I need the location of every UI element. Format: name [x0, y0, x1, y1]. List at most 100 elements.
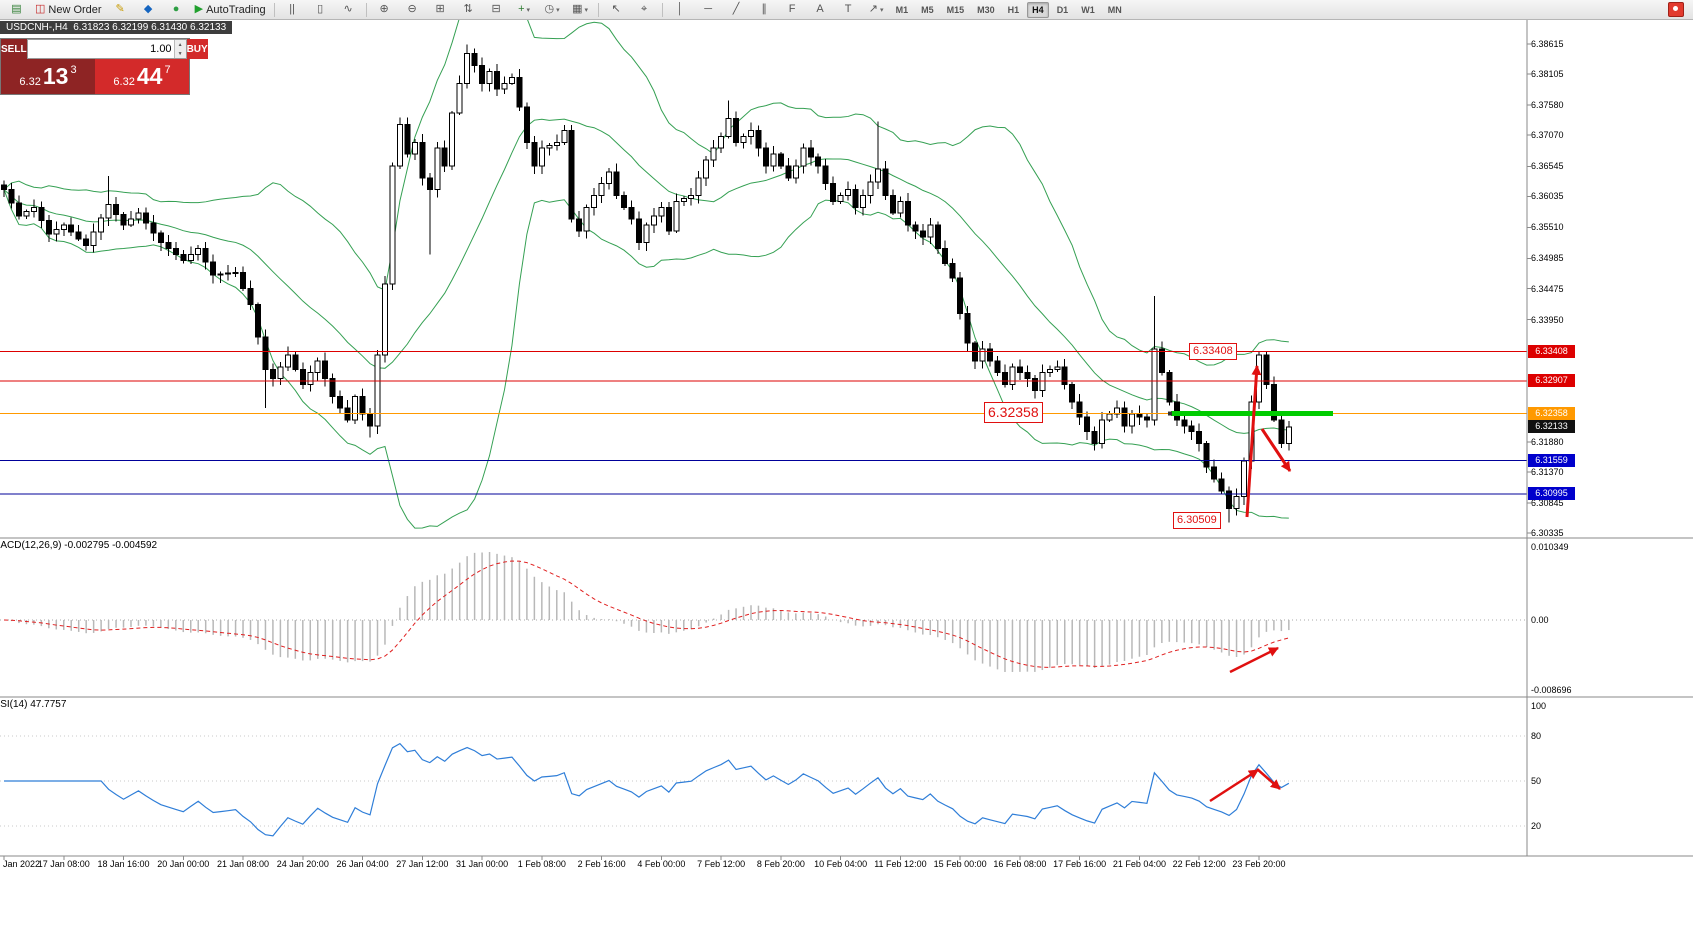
zoom-in-icon: ⊕: [379, 3, 389, 15]
trendline-button[interactable]: ╱: [723, 0, 750, 19]
time-axis-label: 4 Feb 00:00: [637, 859, 686, 869]
price-annotation[interactable]: 6.32358: [984, 402, 1043, 423]
bar-chart-button[interactable]: ||: [279, 0, 306, 19]
equidistant-channel-icon: ∥: [761, 3, 767, 15]
new-chart-icon: ▤: [11, 3, 22, 15]
symbol-ohlc-bar: USDCNH-,H4 6.31823 6.32199 6.31430 6.321…: [0, 21, 233, 34]
toolbar-separator: [661, 2, 663, 17]
buy-button-label[interactable]: BUY: [186, 39, 208, 59]
time-axis-label: 10 Feb 04:00: [814, 859, 868, 869]
sell-button-label[interactable]: SELL: [1, 39, 27, 59]
periods-button[interactable]: ◷ ▾: [539, 0, 566, 19]
rsi-scale-label: 20: [1531, 821, 1542, 831]
timeframe-m5-button[interactable]: M5: [921, 4, 934, 15]
price-axis-label: 6.37580: [1531, 100, 1564, 111]
fibonacci-button[interactable]: F: [779, 0, 806, 19]
time-axis-label: 26 Jan 04:00: [336, 859, 389, 869]
time-axis-label: 17 Jan 08:00: [37, 859, 90, 869]
volume-input[interactable]: [27, 40, 174, 58]
horizontal-line-button[interactable]: ─: [695, 0, 722, 19]
time-axis-label: 15 Feb 00:00: [933, 859, 987, 869]
tile-windows-icon: ⊞: [435, 3, 445, 15]
autotrading-button[interactable]: ▶ AutoTrading: [191, 0, 270, 19]
time-axis-label: 21 Jan 08:00: [217, 859, 270, 869]
toolbar-buttons: ▤ ◫ New Order ✎ ◆ ● ▶ AutoTrading || ▯ ∿ ⊕ ⊖ ⊞ ⇅ ⊟ + ▾ ◷ ▾ ▦…: [3, 0, 890, 19]
rsi-scale-label: 100: [1531, 701, 1547, 711]
timeframe-mn-button[interactable]: MN: [1107, 4, 1122, 15]
price-tag: 6.32358: [1528, 406, 1575, 420]
autotrading-status-button[interactable]: ●: [163, 0, 190, 19]
line-chart-button[interactable]: ∿: [335, 0, 362, 19]
time-axis-label: 8 Feb 20:00: [756, 859, 805, 869]
sell-button[interactable]: 6.32 13 3: [1, 59, 95, 94]
toolbar-separator: [597, 2, 599, 17]
timeframe-m1-button[interactable]: M1: [895, 4, 909, 15]
toolbar-separator: [365, 2, 367, 17]
rsi-line: [4, 742, 1290, 837]
price-axis-label: 6.34475: [1531, 283, 1564, 294]
equidistant-channel-button[interactable]: ∥: [751, 0, 778, 19]
zoom-out-button[interactable]: ⊖: [399, 0, 426, 19]
new-order-label: New Order: [48, 3, 102, 16]
vertical-line-button[interactable]: │: [667, 0, 694, 19]
line-chart-icon: ∿: [343, 3, 353, 15]
timeframe-w1-button[interactable]: W1: [1081, 4, 1095, 15]
arrows-shapes-button[interactable]: ↗ ▾: [863, 0, 890, 19]
crosshair-icon: ⌖: [640, 3, 648, 15]
price-axis-label: 6.35510: [1531, 222, 1564, 233]
support-line[interactable]: [1168, 411, 1333, 417]
macd-scale-label: 0.00: [1531, 615, 1549, 625]
price-tag: 6.33408: [1528, 344, 1575, 358]
timeframe-h1-button[interactable]: H1: [1007, 4, 1020, 15]
text-label-icon: T: [844, 3, 852, 15]
candlestick-chart-button[interactable]: ▯: [307, 0, 334, 19]
tile-windows-button[interactable]: ⊞: [427, 0, 454, 19]
price-axis-label: 6.34985: [1531, 253, 1564, 264]
time-axis-label: 2 Feb 16:00: [577, 859, 626, 869]
time-axis-label: 24 Jan 20:00: [276, 859, 329, 869]
cursor-button[interactable]: ↖: [603, 0, 630, 19]
dropdown-caret-icon: ▾: [556, 6, 560, 14]
zoom-in-button[interactable]: ⊕: [371, 0, 398, 19]
periods-icon: ◷: [544, 3, 555, 15]
price-axis-label: 6.36545: [1531, 161, 1564, 172]
experts-button[interactable]: ◆: [135, 0, 162, 19]
trend-arrows[interactable]: [1209, 365, 1292, 803]
autotrading-icon: ▶: [194, 3, 204, 15]
text-label-button[interactable]: T: [835, 0, 862, 19]
indicators-button[interactable]: + ▾: [511, 0, 538, 19]
price-axis-label: 6.30845: [1531, 497, 1564, 508]
timeframe-d1-button[interactable]: D1: [1056, 4, 1069, 15]
arrows-shapes-icon: ↗: [868, 3, 878, 15]
new-chart-button[interactable]: ▤: [3, 0, 30, 19]
timeframe-h4-button[interactable]: H4: [1027, 1, 1049, 18]
templates-button[interactable]: ▦ ▾: [567, 0, 594, 19]
text-button[interactable]: A: [807, 0, 834, 19]
arrange-windows-button[interactable]: ⇅: [455, 0, 482, 19]
notification-icon[interactable]: [1668, 2, 1684, 17]
metaeditor-button[interactable]: ✎: [107, 0, 134, 19]
toolbar: ▤ ◫ New Order ✎ ◆ ● ▶ AutoTrading || ▯ ∿ ⊕ ⊖ ⊞ ⇅ ⊟ + ▾ ◷ ▾ ▦…: [0, 0, 1693, 20]
price-annotation[interactable]: 6.33408: [1189, 343, 1237, 361]
volume-field: ▲ ▼: [26, 39, 187, 59]
cascade-windows-button[interactable]: ⊟: [483, 0, 510, 19]
price-axis-label: 6.33950: [1531, 314, 1564, 325]
toolbar-separator: [273, 2, 275, 17]
price-tag: 6.31559: [1528, 453, 1575, 467]
horizontal-lines[interactable]: [0, 351, 1527, 495]
volume-up-icon[interactable]: ▲: [174, 40, 186, 49]
volume-down-icon[interactable]: ▼: [174, 49, 186, 58]
sell-price-sup: 3: [70, 64, 77, 76]
buy-button[interactable]: 6.32 44 7: [95, 59, 189, 94]
candlestick-chart-icon: ▯: [317, 3, 324, 15]
panel-frame: [0, 20, 1693, 860]
macd-histogram: [10, 552, 1290, 672]
crosshair-button[interactable]: ⌖: [631, 0, 658, 19]
timeframe-m15-button[interactable]: M15: [946, 4, 965, 15]
time-axis-label: Jan 2022: [3, 859, 41, 869]
new-order-button[interactable]: ◫ New Order: [31, 0, 106, 19]
new-order-icon: ◫: [35, 3, 46, 15]
timeframe-m30-button[interactable]: M30: [977, 4, 995, 15]
price-annotation[interactable]: 6.30509: [1173, 512, 1221, 530]
